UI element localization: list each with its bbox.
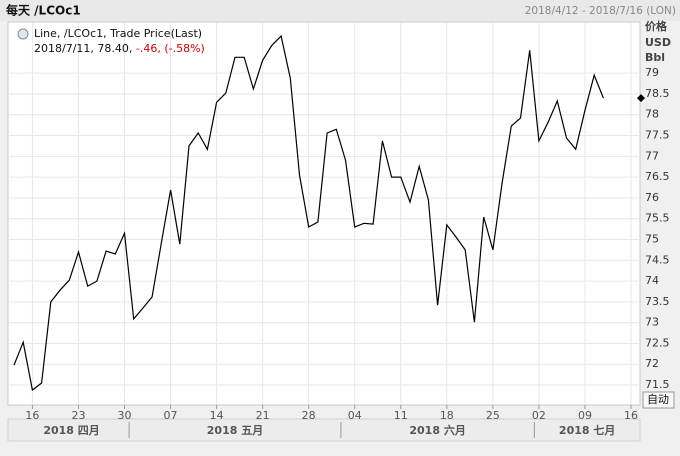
x-tick-label: 23 xyxy=(71,409,85,422)
y-unit: USD xyxy=(645,36,671,49)
y-tick-label: 79 xyxy=(645,66,659,79)
legend-change: -.46, (-.58%) xyxy=(136,42,205,55)
title-bar xyxy=(0,0,680,21)
month-label: 2018 五月 xyxy=(207,424,263,437)
y-tick-label: 77 xyxy=(645,149,659,162)
legend-series: Line, /LCOc1, Trade Price(Last) xyxy=(34,27,202,40)
month-label: 2018 七月 xyxy=(559,423,615,437)
y-tick-label: 75.5 xyxy=(645,212,670,225)
y-tick-label: 73 xyxy=(645,316,659,329)
plot-area xyxy=(7,21,641,406)
x-tick-label: 02 xyxy=(532,409,546,422)
month-label: 2018 六月 xyxy=(409,423,465,437)
y-tick-label: 71.5 xyxy=(645,378,670,391)
auto-button[interactable] xyxy=(642,391,675,409)
legend-last: 2018/7/11, 78.40, xyxy=(34,42,136,55)
x-tick-label: 16 xyxy=(25,409,39,422)
x-tick-label: 28 xyxy=(302,409,316,422)
auto-button-label[interactable]: 自动 xyxy=(647,393,669,406)
y-tick-label: 78 xyxy=(645,108,659,121)
y-tick-label: 74 xyxy=(645,274,659,287)
last-price-marker xyxy=(637,94,645,103)
x-tick-label: 04 xyxy=(348,409,362,422)
x-tick-label: 30 xyxy=(118,409,132,422)
month-band xyxy=(7,418,641,442)
y-tick-label: 76.5 xyxy=(645,170,670,183)
chart-subtitle: 2018/4/12 - 2018/7/16 (LON) xyxy=(525,5,676,17)
legend-info: 2018/7/11, 78.40, -.46, (-.58%) xyxy=(34,42,205,55)
x-tick-label: 18 xyxy=(440,409,454,422)
x-tick-label: 07 xyxy=(164,409,178,422)
y-tick-label: 78.5 xyxy=(645,87,670,100)
x-tick-label: 21 xyxy=(256,409,270,422)
y-tick-label: 75 xyxy=(645,232,659,245)
y-tick-label: 77.5 xyxy=(645,129,670,142)
y-unit: Bbl xyxy=(645,51,665,64)
y-tick-label: 73.5 xyxy=(645,295,670,308)
x-tick-label: 25 xyxy=(486,409,500,422)
price-line xyxy=(13,34,604,392)
month-label: 2018 四月 xyxy=(43,424,99,437)
chart-title: 每天 /LCOc1 xyxy=(6,3,81,18)
y-tick-label: 72.5 xyxy=(645,336,670,349)
x-tick-label: 14 xyxy=(210,409,224,422)
legend-icon[interactable] xyxy=(17,28,29,40)
x-tick-label: 11 xyxy=(394,409,408,422)
x-tick-label: 09 xyxy=(578,409,592,422)
y-tick-label: 76 xyxy=(645,191,659,204)
x-tick-label: 16 xyxy=(624,409,638,422)
y-unit: 价格 xyxy=(645,19,668,33)
y-tick-label: 72 xyxy=(645,357,659,370)
y-tick-label: 74.5 xyxy=(645,253,670,266)
